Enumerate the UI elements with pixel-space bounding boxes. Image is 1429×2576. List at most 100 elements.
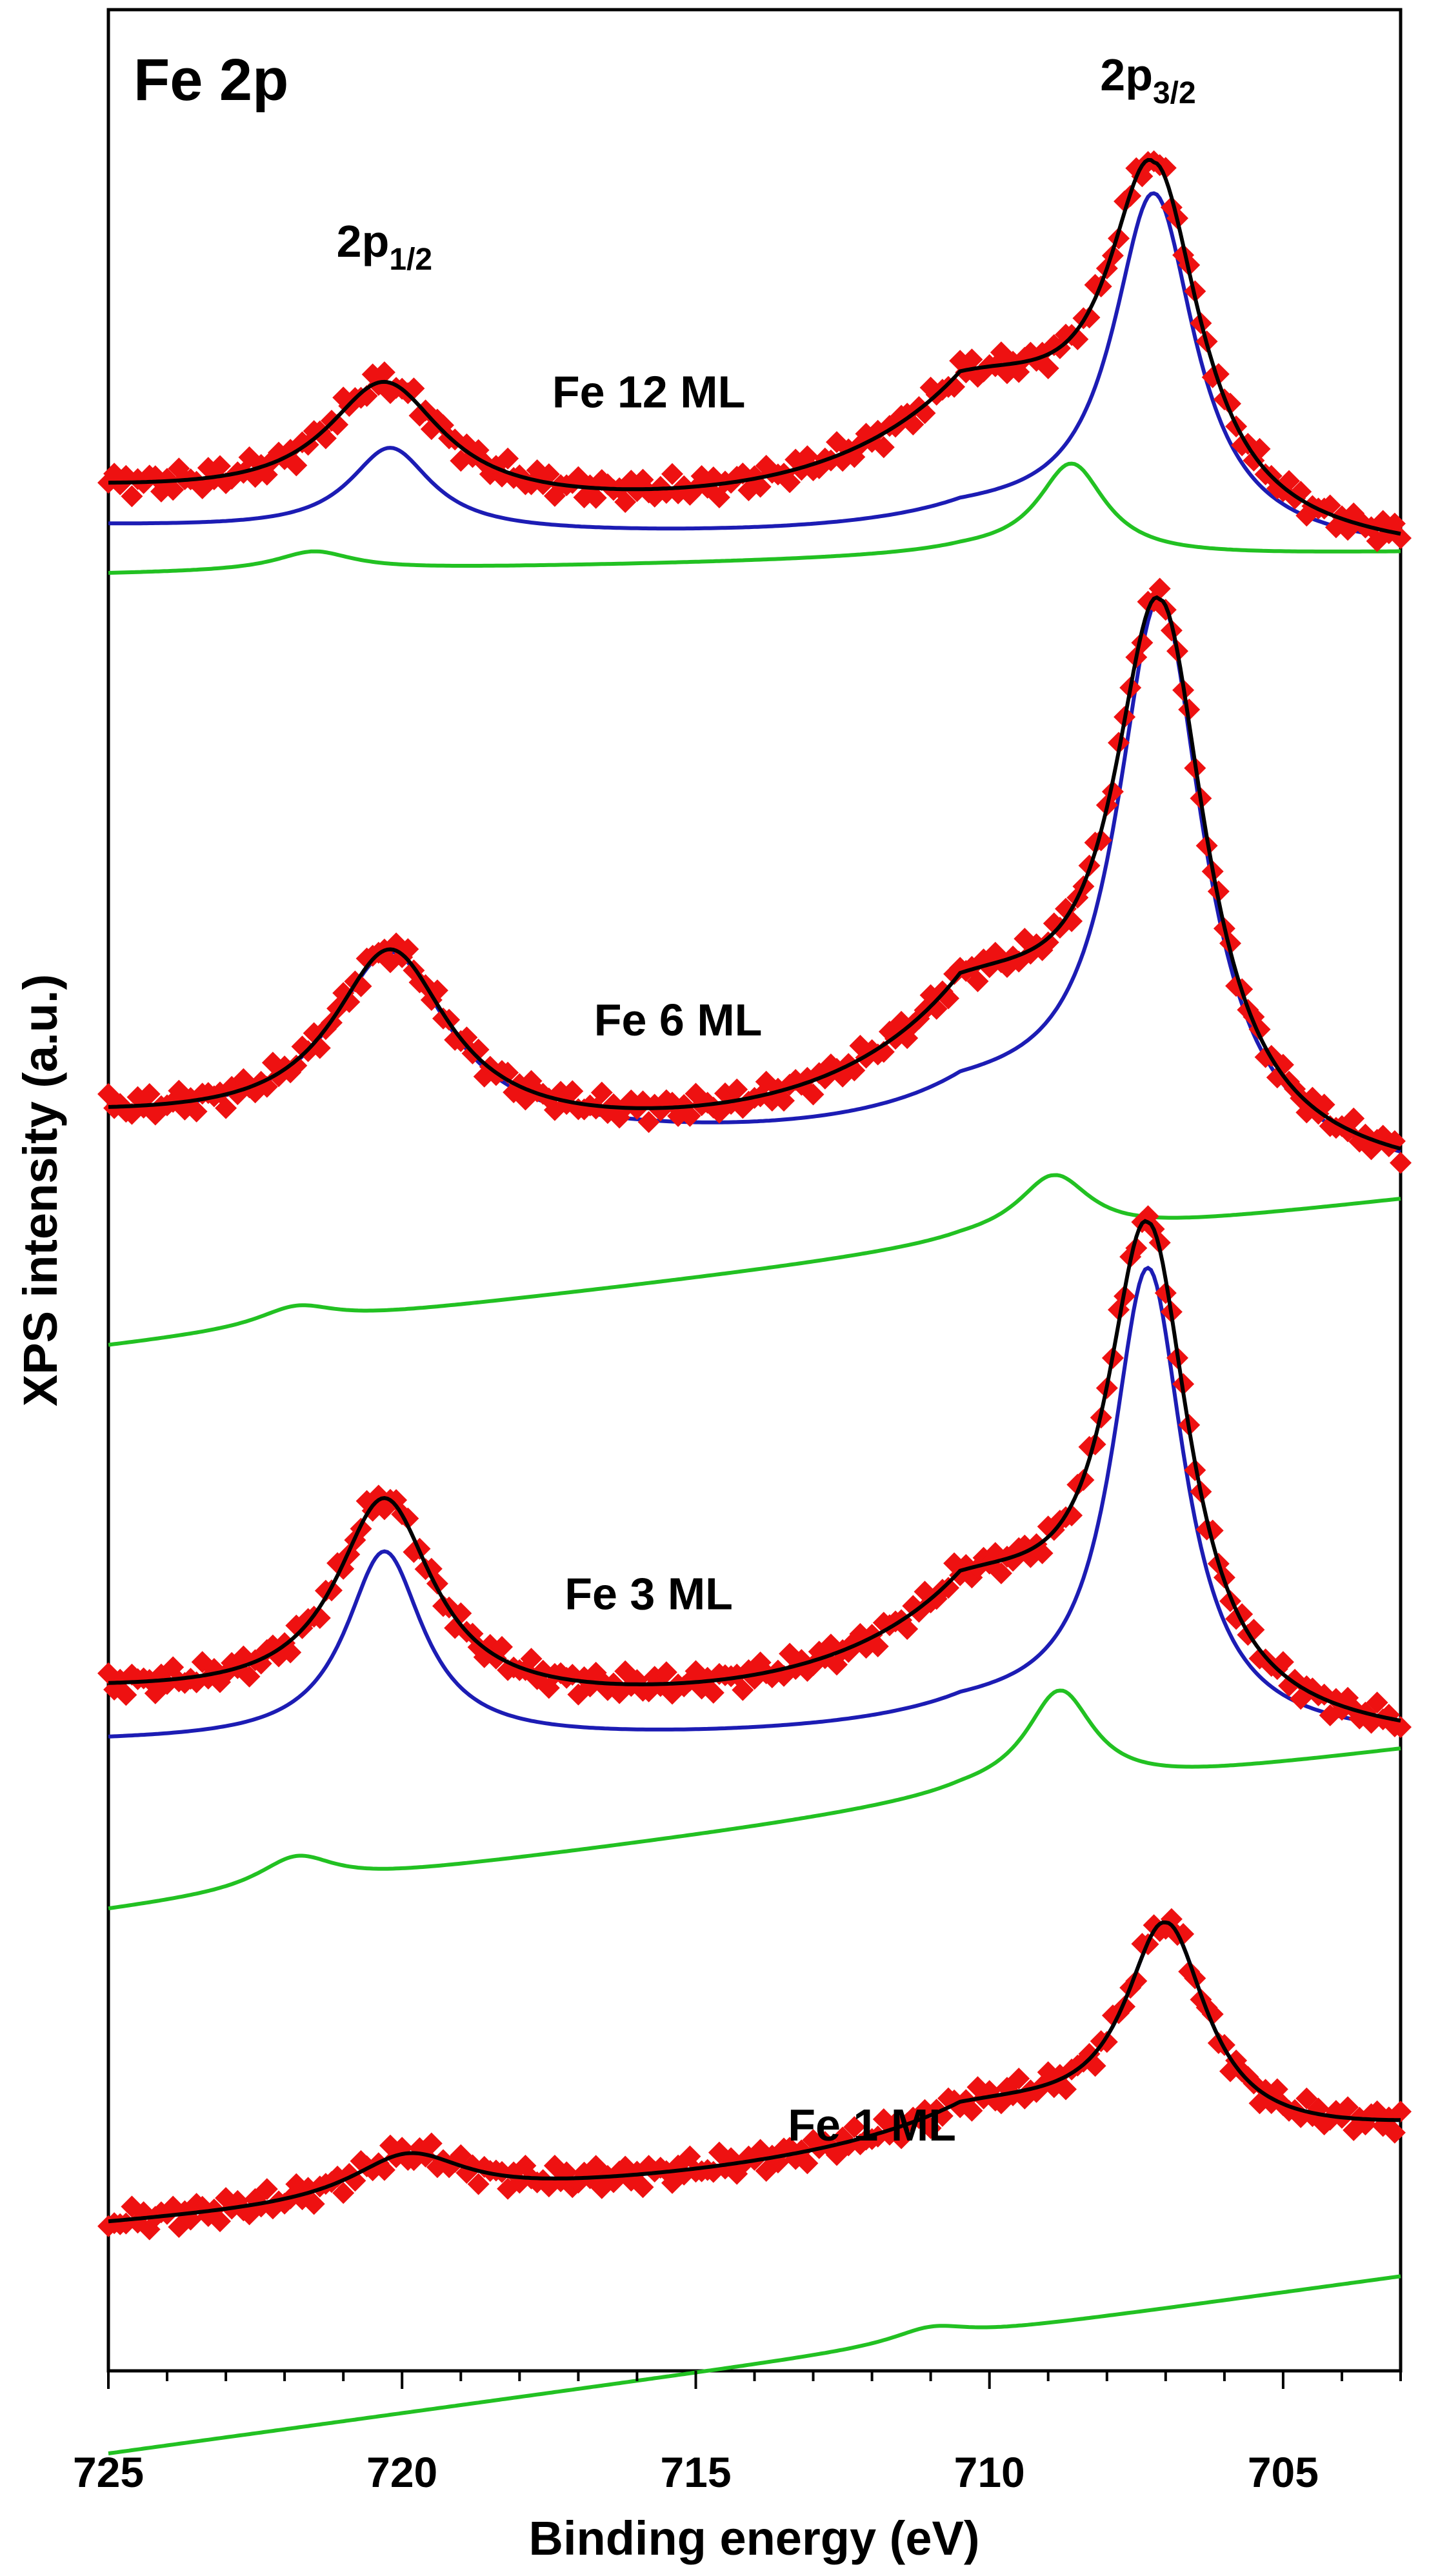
data-point	[919, 2117, 942, 2139]
data-point	[121, 485, 143, 508]
data-point	[632, 2176, 654, 2199]
data-point	[215, 1097, 237, 1119]
data-point	[561, 1080, 584, 1103]
data-point	[1390, 1716, 1412, 1739]
data-point	[285, 1054, 308, 1077]
data-point	[1148, 577, 1171, 600]
data-point	[1178, 698, 1201, 721]
y-axis-label: XPS intensity (a.u.)	[14, 974, 67, 1406]
data-point	[749, 475, 772, 498]
data-point	[115, 1684, 137, 1706]
data-point	[726, 1078, 748, 1101]
data-point	[1390, 2101, 1412, 2123]
data-point	[338, 991, 361, 1013]
peak-label-2p1-2-base: 2p	[337, 216, 390, 266]
data-point	[702, 1681, 724, 1704]
satellite-fit-fe-6-ml	[108, 1173, 1401, 1347]
data-point	[614, 491, 637, 514]
data-point	[732, 1679, 754, 1701]
data-point	[285, 454, 308, 477]
spectrum-label-layer: Fe 12 ML Fe 6 ML Fe 3 ML Fe 1 ML	[552, 367, 956, 2151]
data-point	[1037, 357, 1059, 379]
data-point	[467, 2173, 490, 2195]
main-fit-fe-12-ml	[108, 191, 1401, 541]
data-point	[1061, 1504, 1083, 1526]
spectrum-label-fe-1-ml: Fe 1 ML	[788, 2100, 956, 2150]
peak-label-2p1-2: 2p1/2	[337, 216, 432, 277]
data-point	[326, 414, 349, 436]
data-point	[1383, 2121, 1406, 2144]
data-point	[649, 1099, 672, 1122]
peak-label-2p3-2-base: 2p	[1100, 50, 1153, 100]
spectrum-label-fe-6-ml: Fe 6 ML	[594, 995, 763, 1045]
data-point	[497, 447, 519, 470]
data-point	[1055, 2078, 1077, 2101]
spectrum-fe-1-ml	[97, 1908, 1412, 2455]
peak-label-2p3-2: 2p3/2	[1100, 50, 1195, 110]
data-point	[373, 361, 395, 384]
data-points-fe-3-ml	[97, 1205, 1412, 1739]
data-points-fe-1-ml	[97, 1908, 1412, 2241]
x-tick-label: 715	[660, 2448, 731, 2496]
data-point	[661, 463, 683, 485]
data-point	[209, 455, 231, 477]
data-point	[520, 1648, 543, 1670]
data-point	[961, 348, 983, 371]
series-layer	[97, 150, 1412, 2455]
data-point	[1390, 1152, 1412, 1174]
satellite-fit-fe-12-ml	[108, 461, 1401, 575]
data-point	[1037, 931, 1059, 954]
data-point	[679, 1104, 701, 1127]
spectrum-fe-3-ml	[97, 1205, 1412, 1911]
data-point	[491, 1635, 513, 1658]
data-point	[796, 2152, 819, 2175]
data-point	[537, 463, 560, 486]
data-point	[896, 1618, 919, 1640]
data-point	[185, 1100, 208, 1123]
data-point	[990, 1562, 1012, 1584]
x-tick-label: 710	[954, 2448, 1025, 2496]
data-point	[1008, 2068, 1030, 2090]
x-tick-label: 705	[1248, 2448, 1319, 2496]
satellite-fit-fe-3-ml	[108, 1688, 1401, 1911]
total-fit-fe-12-ml	[108, 157, 1401, 536]
total-fit-fe-1-ml	[108, 1920, 1401, 2224]
data-point	[866, 1635, 889, 1657]
data-point	[1343, 1107, 1365, 1130]
main-fit-fe-3-ml	[108, 1265, 1401, 1739]
data-point	[1337, 2096, 1359, 2119]
main-fit-fe-1-ml	[108, 1920, 1401, 2224]
data-point	[637, 1111, 660, 1133]
peak-label-2p3-2-sub: 3/2	[1153, 76, 1196, 110]
data-point	[1313, 1093, 1335, 1116]
total-fit-fe-3-ml	[108, 1219, 1401, 1723]
data-point	[937, 1577, 959, 1599]
data-point	[779, 471, 801, 494]
satellite-fit-fe-1-ml	[108, 2274, 1401, 2455]
data-point	[332, 2182, 355, 2204]
peak-label-2p1-2-sub: 1/2	[389, 243, 432, 277]
data-point	[1366, 1692, 1388, 1714]
data-point	[303, 2193, 325, 2215]
data-point	[1172, 1922, 1195, 1945]
spectrum-fe-6-ml	[97, 577, 1412, 1347]
total-fit-fe-6-ml	[108, 595, 1401, 1151]
data-points-fe-12-ml	[97, 150, 1412, 552]
data-point	[420, 2132, 443, 2155]
x-axis-label: Binding energy (eV)	[529, 2511, 980, 2565]
x-axis-ticks: 725 720 715 710 705	[73, 2371, 1402, 2496]
data-point	[1154, 1282, 1177, 1304]
data-point	[872, 436, 895, 459]
x-tick-label: 720	[366, 2448, 437, 2496]
data-point	[162, 479, 185, 501]
spectrum-label-fe-12-ml: Fe 12 ML	[552, 367, 746, 417]
data-point	[655, 1661, 677, 1684]
data-point	[802, 1083, 824, 1106]
data-point	[138, 1083, 161, 1105]
data-point	[209, 2210, 231, 2233]
data-point	[585, 486, 607, 509]
data-point	[961, 2099, 983, 2122]
x-tick-label: 725	[73, 2448, 144, 2496]
data-point	[255, 2178, 278, 2201]
